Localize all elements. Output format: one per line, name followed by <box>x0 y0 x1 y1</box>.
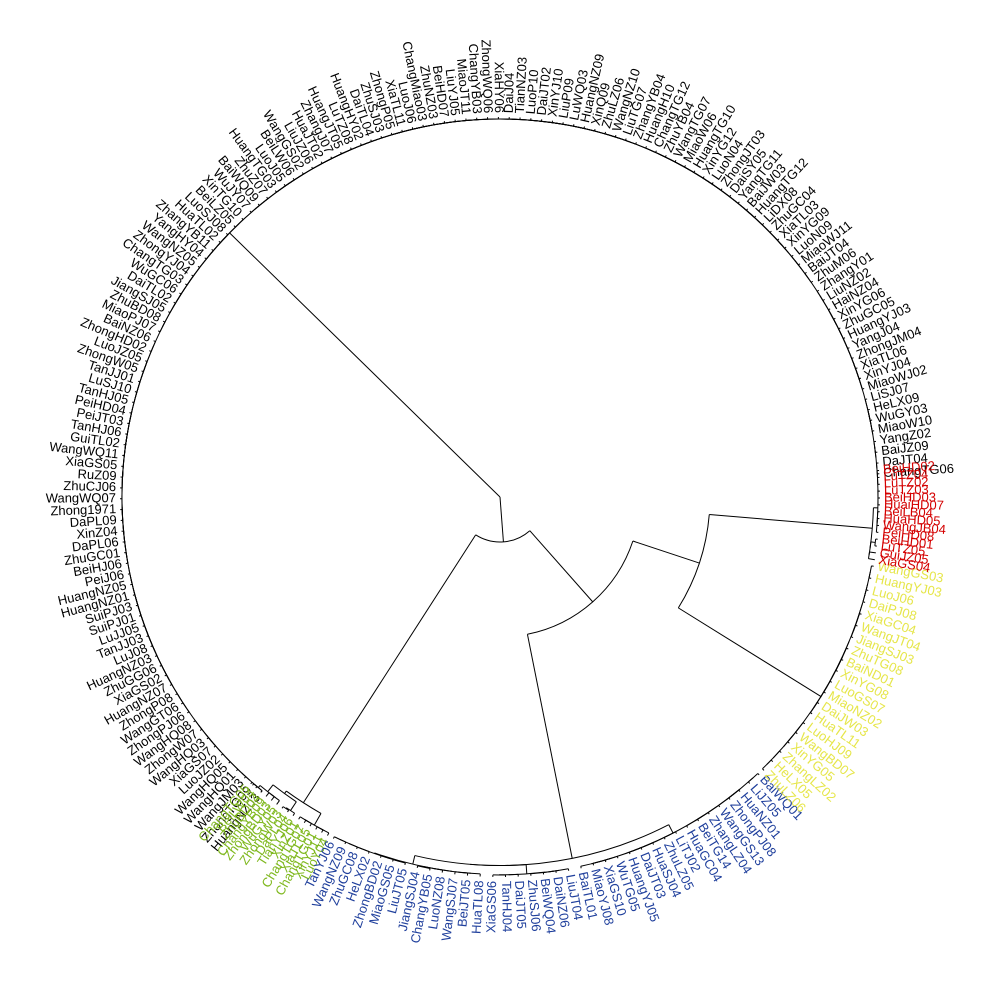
leaf-label: DaiJT05 <box>512 880 529 929</box>
branch-segment <box>281 806 284 809</box>
leaf-label: Zhong1971 <box>50 501 116 518</box>
branch-arc <box>876 489 879 527</box>
leaf-label: BeiHD03 <box>884 489 936 504</box>
leaf-label: WangWQ07 <box>46 490 116 505</box>
leaf-label: DaiJT02 <box>534 66 554 116</box>
branch-segment <box>709 514 873 529</box>
leaf-label: ChangTG06 <box>883 461 955 480</box>
leaf-label: BaiJZ09 <box>880 438 929 459</box>
leaf-label: ZhuCJ06 <box>63 478 116 494</box>
branch-arc <box>286 807 295 814</box>
leaf-label: MiaoJT11 <box>454 58 474 115</box>
branch-segment <box>276 800 280 805</box>
leaf-label: GuiJZ05 <box>879 545 930 567</box>
leaf-label: XinYJ10 <box>545 68 567 118</box>
branch-segment <box>302 534 477 804</box>
branch-arc <box>511 118 567 126</box>
branch-segment <box>270 796 275 801</box>
leaf-label: TanHJ04 <box>499 881 515 933</box>
branch-segment <box>290 801 297 811</box>
tree-branches <box>119 116 881 877</box>
branch-arc <box>358 847 391 860</box>
branch-segment <box>851 636 854 639</box>
branch-segment <box>332 836 335 839</box>
leaf-label: DaiNZ06 <box>550 876 572 929</box>
branch-segment <box>260 790 263 793</box>
leaf-label: GuiTL02 <box>69 429 120 451</box>
leaf-label: DaiJ04 <box>501 72 517 113</box>
leaf-label: LuTZ05 <box>880 538 926 559</box>
leaf-label: XinZ04 <box>76 523 118 542</box>
branch-arc <box>282 806 289 811</box>
leaf-label: LuTZ02 <box>883 474 928 490</box>
leaf-label: BeiLB04 <box>883 503 933 520</box>
branch-segment <box>313 813 322 826</box>
leaf-label: BeiHD01 <box>881 531 934 552</box>
branch-segment <box>499 496 504 542</box>
leaf-label: PeiHD08 <box>882 524 935 544</box>
branch-segment <box>869 551 876 554</box>
leaf-label: LiuP09 <box>555 77 577 119</box>
leaf-label: HuaHD05 <box>883 510 941 528</box>
leaf-label: BeiJT05 <box>454 879 473 928</box>
leaf-label: TianNZ03 <box>512 57 530 114</box>
branch-segment <box>404 862 406 866</box>
branch-segment <box>668 824 674 834</box>
leaf-label: LuTZ04 <box>883 466 929 483</box>
leaf-label: DaPL06 <box>71 534 119 554</box>
branch-arc <box>874 538 877 546</box>
branch-segment <box>267 784 274 792</box>
branch-segment <box>284 790 287 794</box>
branch-arc <box>304 818 325 832</box>
branch-segment <box>229 232 436 435</box>
leaf-labels: ChangTG06DaJT04BaiJZ09YangZ02MiaoW10WuGY… <box>46 39 955 944</box>
branch-segment <box>525 864 528 874</box>
branch-arc <box>272 784 297 803</box>
branch-segment <box>298 816 301 820</box>
leaf-label: WangSJ07 <box>438 877 460 941</box>
branch-segment <box>868 558 875 561</box>
branch-segment <box>526 634 573 859</box>
branch-segment <box>412 855 416 865</box>
leaf-label: HuaTL08 <box>469 880 487 934</box>
leaf-label: DaPL09 <box>69 512 117 530</box>
leaf-label: YangZ02 <box>879 425 932 447</box>
leaf-label: HuaiHD07 <box>884 496 944 512</box>
branch-segment <box>529 530 594 603</box>
leaf-label: BeiHD02 <box>882 458 935 477</box>
leaf-label: XiaGS05 <box>65 453 118 472</box>
branch-segment <box>435 433 501 498</box>
leaf-label: XiaGS06 <box>483 881 499 933</box>
leaf-label: LiuYJ05 <box>443 68 463 116</box>
branch-segment <box>632 540 700 564</box>
branch-segment <box>678 607 822 697</box>
leaf-label: BeiWQ04 <box>538 877 559 934</box>
leaf-label: LuTZ03 <box>884 482 929 498</box>
branch-segment <box>870 541 876 543</box>
leaf-label: ChangYB03 <box>466 43 485 114</box>
leaf-label: DaJT04 <box>882 450 929 469</box>
leaf-label: LuoP10 <box>523 69 542 115</box>
leaf-label: WangJB04 <box>882 517 946 537</box>
leaf-label: XiaHY06 <box>492 62 507 113</box>
branch-segment <box>265 792 270 797</box>
leaf-label: RuZ09 <box>77 466 117 483</box>
leaf-label: ZhongWQ06 <box>479 39 496 113</box>
leaf-label: ZhuSJ06 <box>525 879 544 932</box>
